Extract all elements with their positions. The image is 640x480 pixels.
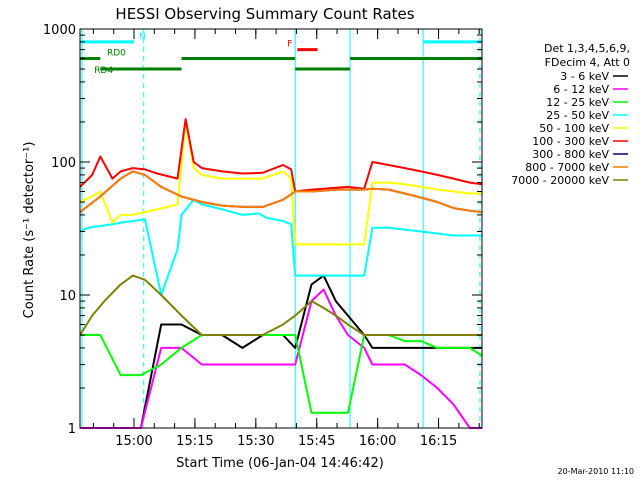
footer-timestamp: 20-Mar-2010 11:10 [558, 467, 635, 476]
flag-label-2: RD0 [107, 49, 126, 59]
legend-label-8: 7000 - 20000 keV [511, 174, 609, 187]
x-axis-label: Start Time (06-Jan-04 14:46:42) [176, 456, 384, 471]
flag-label-0: N [139, 32, 146, 42]
legend-header-0: Det 1,3,4,5,6,9, [544, 42, 630, 55]
legend-label-0: 3 - 6 keV [560, 70, 609, 83]
legend-label-1: 6 - 12 keV [553, 83, 609, 96]
flag-label-1: F [287, 40, 292, 50]
x-tick-label-4: 16:00 [359, 434, 396, 449]
series-line-0 [80, 274, 482, 429]
x-tick-label-0: 15:00 [115, 434, 152, 449]
flag-label-3: RD4 [94, 66, 113, 76]
legend-label-3: 25 - 50 keV [546, 109, 609, 122]
axes: 1 10 100 1000 15:00 15:15 15:30 15:45 16:00 16:15 [43, 23, 483, 449]
plot-area: N F RD0 RD4 [79, 29, 483, 429]
series-line-7 [79, 170, 483, 214]
legend-label-6: 300 - 800 keV [532, 148, 609, 161]
y-axis-label: Count Rate (s⁻¹ detector⁻¹) [22, 142, 37, 319]
y-tick-label-0: 1 [68, 422, 76, 437]
series-line-8 [79, 274, 482, 336]
y-tick-label-3: 1000 [43, 23, 76, 38]
legend-label-5: 100 - 300 keV [532, 135, 609, 148]
y-tick-label-1: 10 [59, 289, 76, 304]
series-line-1 [80, 288, 482, 429]
chart-title: HESSI Observing Summary Count Rates [115, 5, 414, 23]
legend-label-4: 50 - 100 keV [539, 122, 609, 135]
x-tick-label-5: 16:15 [420, 434, 457, 449]
series-line-2 [80, 334, 483, 414]
plot-frame [79, 28, 483, 429]
legend-label-7: 800 - 7000 keV [525, 161, 609, 174]
series-line-5 [79, 118, 483, 193]
series-line-3 [79, 198, 482, 296]
series-line-4 [79, 121, 482, 246]
x-tick-label-3: 15:45 [298, 434, 335, 449]
series-line-6 [79, 170, 483, 214]
legend-label-2: 12 - 25 keV [546, 96, 609, 109]
y-tick-label-2: 100 [51, 156, 76, 171]
x-tick-label-2: 15:30 [237, 434, 274, 449]
x-tick-label-1: 15:15 [176, 434, 213, 449]
legend-header-1: FDecim 4, Att 0 [545, 56, 630, 69]
legend: Det 1,3,4,5,6,9,FDecim 4, Att 03 - 6 keV… [511, 42, 630, 187]
